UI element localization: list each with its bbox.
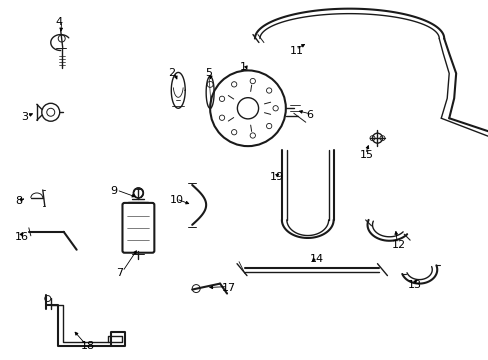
Text: 13: 13	[407, 280, 421, 289]
Text: 6: 6	[305, 110, 312, 120]
Text: 8: 8	[15, 196, 22, 206]
Text: 14: 14	[309, 254, 323, 264]
Text: 2: 2	[168, 68, 175, 78]
Text: 15: 15	[359, 150, 373, 160]
Text: 18: 18	[81, 341, 95, 351]
Text: 12: 12	[390, 240, 405, 250]
Text: 19: 19	[269, 172, 284, 182]
Text: 11: 11	[289, 45, 303, 55]
Text: 10: 10	[170, 195, 184, 205]
Text: 3: 3	[21, 112, 28, 122]
Text: 17: 17	[222, 283, 236, 293]
Text: 7: 7	[116, 268, 123, 278]
Text: 4: 4	[56, 17, 63, 27]
Text: 16: 16	[15, 232, 29, 242]
Text: 5: 5	[205, 68, 212, 78]
Text: 1: 1	[240, 62, 246, 72]
Text: 9: 9	[110, 186, 118, 196]
